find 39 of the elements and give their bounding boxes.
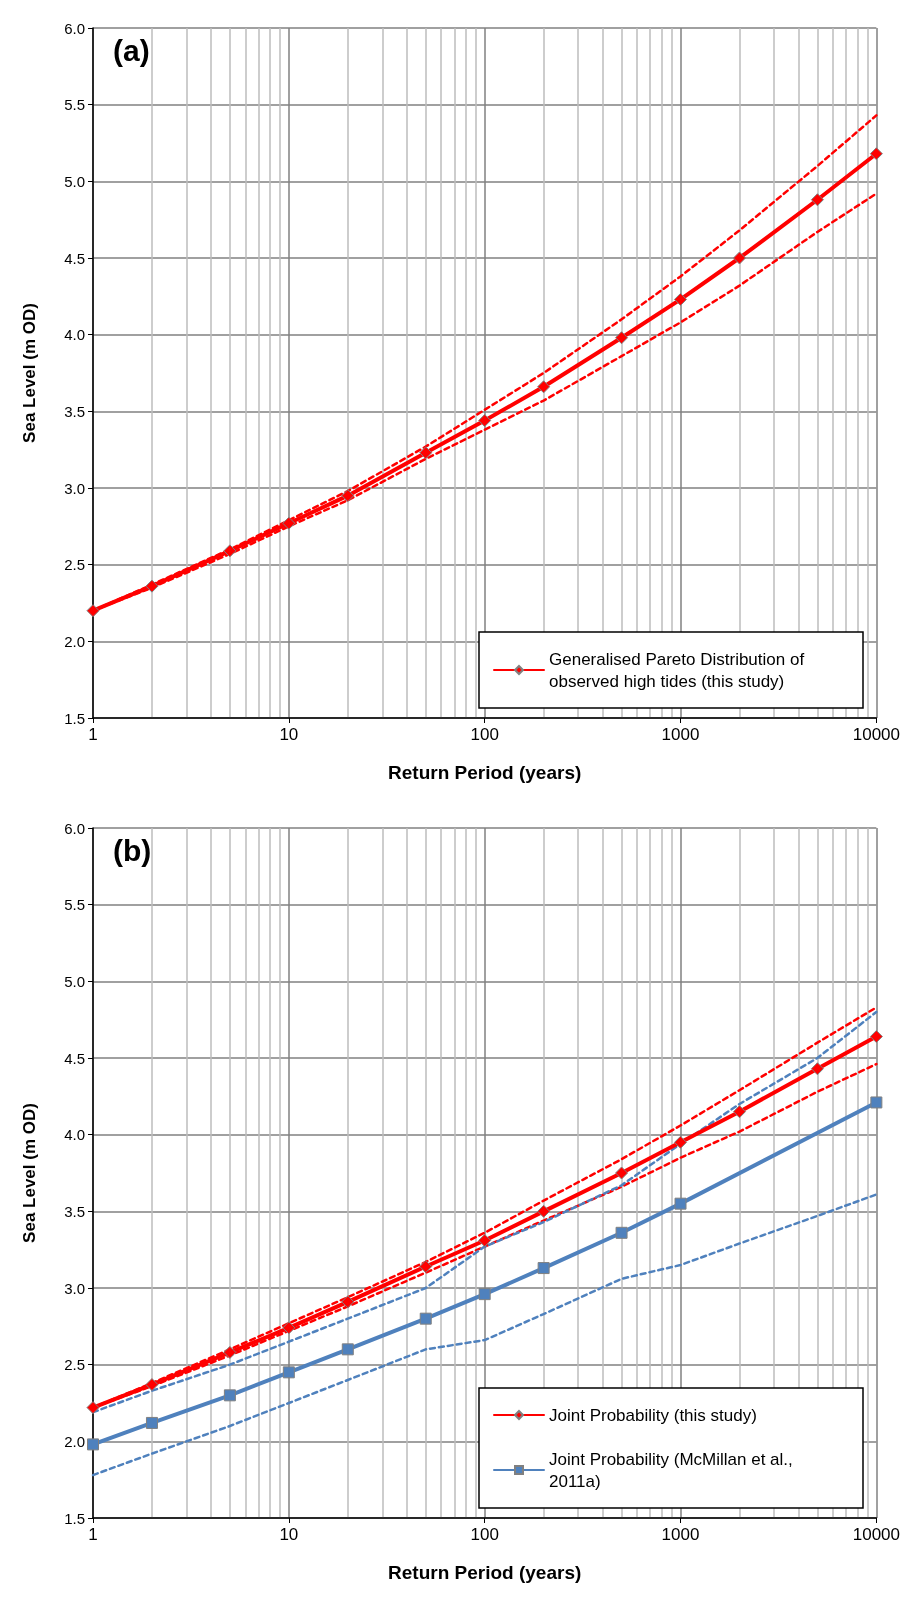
y-tick-label: 6.0 xyxy=(64,819,85,837)
y-tick-label: 5.0 xyxy=(64,172,85,190)
x-tick-label: 1000 xyxy=(661,725,700,744)
y-tick-label: 6.0 xyxy=(64,19,85,37)
chart-title: (b) xyxy=(113,833,152,867)
y-tick-label: 2.5 xyxy=(64,556,85,574)
x-tick-label: 10 xyxy=(279,1525,299,1544)
x-tick-label: 1000 xyxy=(661,1525,700,1544)
y-tick-label: 2.5 xyxy=(64,1356,85,1374)
x-tick-label: 100 xyxy=(470,725,499,744)
chart-title: (a) xyxy=(113,33,150,67)
y-tick-label: 2.0 xyxy=(64,1432,85,1450)
y-tick-label: 4.5 xyxy=(64,249,85,267)
y-axis-title: Sea Level (m OD) xyxy=(20,1103,39,1243)
y-tick-label: 5.5 xyxy=(64,896,85,914)
y-tick-label: 2.0 xyxy=(64,632,85,650)
x-tick-label: 1 xyxy=(88,725,98,744)
legend-label: Joint Probability (this study) xyxy=(549,1405,757,1425)
x-tick-label: 100 xyxy=(470,1525,499,1544)
x-tick-label: 10000 xyxy=(852,725,900,744)
x-tick-label: 10 xyxy=(279,725,299,744)
y-tick-label: 4.0 xyxy=(64,326,85,344)
y-tick-label: 4.5 xyxy=(64,1049,85,1067)
y-tick-label: 3.5 xyxy=(64,1202,85,1220)
y-tick-label: 3.5 xyxy=(64,402,85,420)
y-tick-label: 3.0 xyxy=(64,479,85,497)
x-tick-label: 1 xyxy=(88,1525,98,1544)
legend-label: Generalised Pareto Distribution of observed high tides (this study) xyxy=(549,649,809,691)
y-axis-title: Sea Level (m OD) xyxy=(20,303,39,443)
y-tick-label: 4.0 xyxy=(64,1126,85,1144)
y-tick-label: 5.5 xyxy=(64,96,85,114)
x-axis-title: Return Period (years) xyxy=(388,1562,582,1583)
y-tick-label: 1.5 xyxy=(64,709,85,727)
legend-label: Joint Probability (McMillan et al., 2011a) xyxy=(549,1449,798,1491)
x-tick-label: 10000 xyxy=(852,1525,900,1544)
y-tick-label: 5.0 xyxy=(64,972,85,990)
x-axis-title: Return Period (years) xyxy=(388,762,582,783)
y-tick-label: 3.0 xyxy=(64,1279,85,1297)
y-tick-label: 1.5 xyxy=(64,1509,85,1527)
